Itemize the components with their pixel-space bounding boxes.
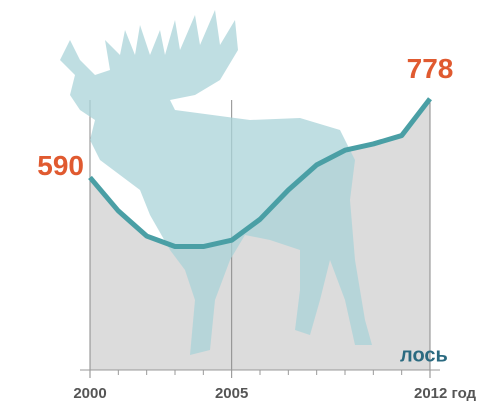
x-tick-label: 2000: [73, 385, 106, 402]
value-label: 590: [37, 150, 84, 181]
value-label: 778: [407, 53, 454, 84]
moose-silhouette: [60, 10, 372, 355]
line: [88, 97, 432, 250]
series-label: лось: [400, 344, 448, 366]
x-tick-label: 2012 год: [414, 385, 477, 402]
line-layer: [88, 97, 432, 250]
x-tick-label: 2005: [215, 385, 248, 402]
